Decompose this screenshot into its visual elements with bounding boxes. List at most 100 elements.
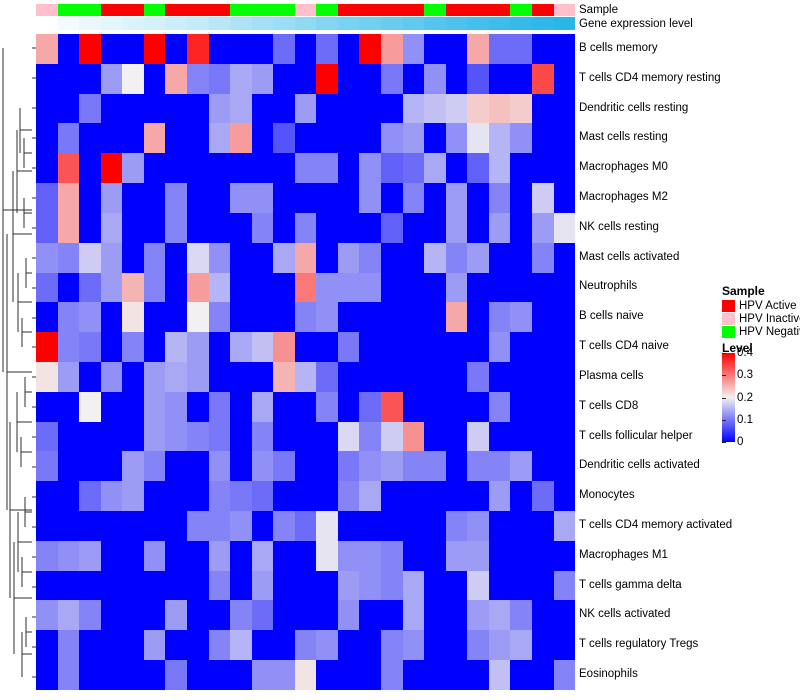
heatmap-cell [359, 123, 381, 154]
heatmap-cell [337, 93, 360, 124]
heatmap-cell [230, 242, 252, 273]
sample-annotation-cell [402, 4, 425, 16]
heatmap-cell [337, 570, 360, 601]
heatmap-cell [424, 570, 446, 601]
heatmap-cell [467, 242, 489, 273]
heatmap-cell [467, 123, 489, 154]
sample-annotation-cell [186, 4, 209, 16]
heatmap-cell [445, 272, 468, 303]
heatmap-cell [230, 123, 252, 154]
row-label: NK cells activated [579, 608, 671, 621]
heatmap-cell [381, 570, 403, 601]
heatmap-cell [251, 630, 274, 661]
heatmap-cell [79, 540, 101, 571]
heatmap-cell [424, 660, 446, 690]
heatmap-cell [531, 153, 554, 184]
heatmap-cell [57, 63, 80, 94]
heatmap-cell [36, 660, 58, 690]
heatmap-cell [79, 63, 101, 94]
sample-legend-label: HPV Inactive [739, 313, 800, 325]
heatmap-cell [381, 421, 403, 452]
heatmap-cell [359, 242, 381, 273]
heatmap-cell [36, 481, 58, 511]
heatmap-cell [402, 451, 425, 482]
heatmap-cell [186, 212, 209, 243]
heatmap-cell [381, 451, 403, 482]
heatmap-cell [359, 153, 381, 184]
heatmap-row [36, 660, 576, 690]
heatmap-cell [57, 332, 80, 362]
heatmap-cell [165, 540, 187, 571]
heatmap-cell [553, 451, 576, 482]
heatmap-cell [381, 630, 403, 661]
heatmap-cell [57, 451, 80, 482]
heatmap-cell [316, 183, 338, 213]
heatmap-cell [316, 93, 338, 124]
sample-annotation-cell [445, 4, 468, 16]
heatmap-cell [79, 481, 101, 511]
heatmap-cell [467, 511, 489, 541]
heatmap-cell [208, 212, 231, 243]
heatmap-cell [122, 93, 144, 124]
heatmap-cell [251, 332, 274, 362]
heatmap-cell [316, 481, 338, 511]
heatmap-cell [467, 630, 489, 661]
heatmap-cell [57, 421, 80, 452]
heatmap-cell [531, 451, 554, 482]
gene-expression-annotation-cell [122, 17, 144, 30]
heatmap-cell [165, 481, 187, 511]
heatmap-cell [36, 391, 58, 422]
heatmap-cell [531, 361, 554, 392]
heatmap-cell [186, 540, 209, 571]
heatmap-cell [208, 660, 231, 690]
heatmap-cell [510, 63, 532, 94]
heatmap-cell [122, 63, 144, 94]
heatmap-cell [100, 212, 123, 243]
heatmap-cell [143, 361, 166, 392]
heatmap-cell [165, 302, 187, 333]
heatmap-cell [553, 511, 576, 541]
heatmap-cell [359, 332, 381, 362]
heatmap-cell [79, 660, 101, 690]
heatmap-cell [100, 123, 123, 154]
heatmap-cell [488, 242, 511, 273]
heatmap-cell [488, 212, 511, 243]
heatmap-cell [294, 570, 317, 601]
gene-expression-annotation-bar [36, 17, 576, 30]
heatmap-cell [230, 570, 252, 601]
heatmap-row [36, 153, 576, 184]
heatmap-cell [337, 302, 360, 333]
heatmap-cell [186, 242, 209, 273]
heatmap-cell [445, 421, 468, 452]
sample-annotation-cell [122, 4, 144, 16]
heatmap-cell [273, 63, 295, 94]
heatmap-cell [445, 660, 468, 690]
heatmap-cell [316, 123, 338, 154]
heatmap-row [36, 511, 576, 541]
gene-expression-annotation-cell [36, 17, 58, 30]
heatmap-cell [122, 660, 144, 690]
heatmap-cell [143, 93, 166, 124]
heatmap-cell [381, 93, 403, 124]
heatmap-cell [230, 451, 252, 482]
heatmap-cell [57, 660, 80, 690]
row-label: B cells naive [579, 310, 644, 323]
heatmap-cell [79, 570, 101, 601]
heatmap-cell [251, 272, 274, 303]
heatmap-cell [445, 511, 468, 541]
heatmap-cell [445, 302, 468, 333]
heatmap-cell [553, 302, 576, 333]
heatmap-cell [424, 34, 446, 64]
heatmap-cell [122, 212, 144, 243]
heatmap-cell [273, 302, 295, 333]
row-dendrogram [2, 47, 36, 678]
heatmap-cell [294, 540, 317, 571]
heatmap-cell [273, 511, 295, 541]
heatmap-cell [251, 212, 274, 243]
heatmap-cell [208, 183, 231, 213]
heatmap-cell [165, 421, 187, 452]
heatmap-cell [294, 63, 317, 94]
heatmap-cell [165, 272, 187, 303]
heatmap-cell [143, 481, 166, 511]
